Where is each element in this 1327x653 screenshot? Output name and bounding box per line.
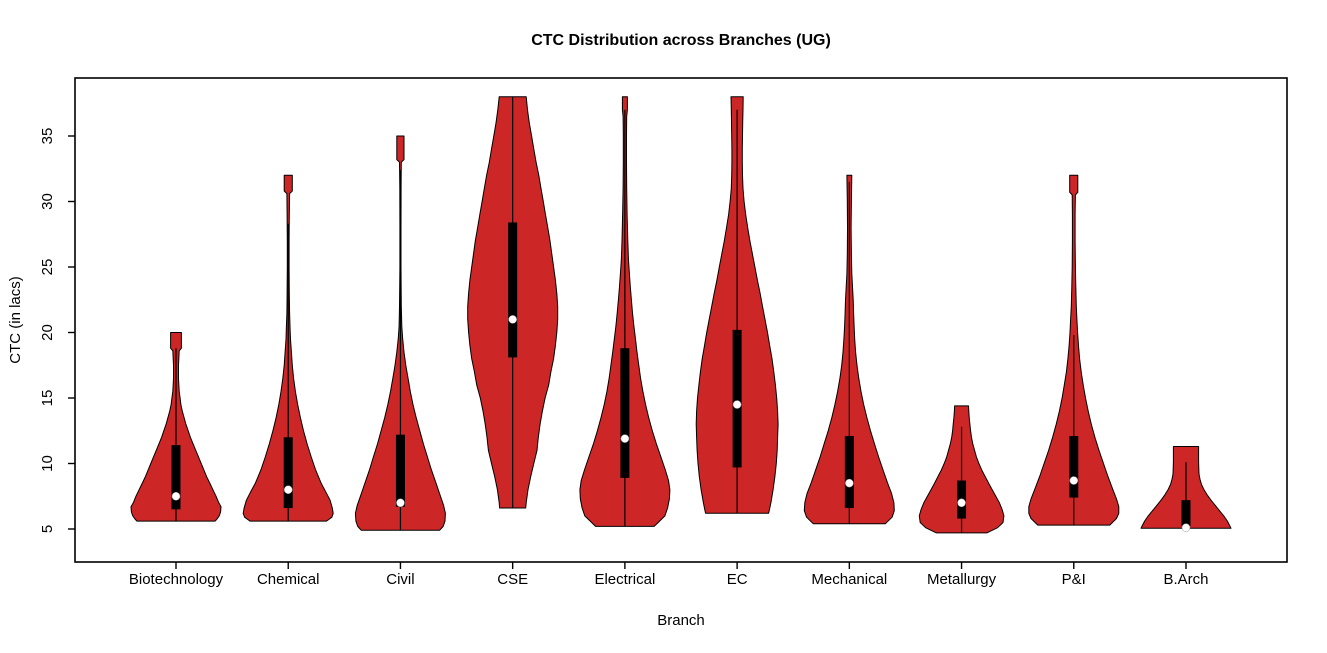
y-axis: 5 10 15 20 25 30 35 <box>39 128 75 533</box>
violin-group-electrical <box>579 96 671 527</box>
median-dot <box>620 434 630 443</box>
median-dot <box>396 498 405 508</box>
x-tick-label: Mechanical <box>811 571 887 588</box>
violin-group-p-i <box>1028 174 1120 526</box>
violins-layer <box>130 96 1232 534</box>
iqr-box <box>620 348 630 478</box>
iqr-box <box>1181 500 1191 527</box>
median-dot <box>283 485 293 494</box>
violin-group-mechanical <box>803 174 895 525</box>
y-tick-label: 20 <box>39 324 56 341</box>
y-axis-label: CTC (in lacs) <box>7 276 24 364</box>
violin-group-cse <box>467 96 559 509</box>
violin-group-ec <box>695 96 779 514</box>
median-dot <box>1181 523 1191 532</box>
x-tick-label: Biotechnology <box>129 571 224 588</box>
violin-group-chemical <box>242 174 334 522</box>
iqr-box <box>1069 435 1079 498</box>
x-tick-label: Chemical <box>257 571 320 588</box>
iqr-box <box>508 222 518 358</box>
median-dot <box>957 498 966 508</box>
iqr-box <box>171 445 181 510</box>
x-tick-label: Electrical <box>594 571 655 588</box>
x-axis: Biotechnology Chemical Civil CSE Electrical E… <box>129 562 1209 588</box>
violin-group-biotechnology <box>130 332 222 522</box>
iqr-box <box>283 437 293 509</box>
x-tick-label: Civil <box>386 571 414 588</box>
median-dot <box>732 400 742 409</box>
median-dot <box>171 492 181 501</box>
y-tick-label: 10 <box>39 455 56 472</box>
x-axis-label: Branch <box>657 612 705 629</box>
violin-group-civil <box>354 135 446 531</box>
iqr-box <box>732 329 742 468</box>
x-tick-label: EC <box>727 571 748 588</box>
violin-group-b-arch <box>1140 446 1232 532</box>
x-tick-label: B.Arch <box>1163 571 1208 588</box>
chart-title: CTC Distribution across Branches (UG) <box>531 32 831 49</box>
x-tick-label: P&I <box>1062 571 1086 588</box>
median-dot <box>845 478 854 488</box>
plot-border <box>74 77 1288 563</box>
y-tick-label: 25 <box>39 259 56 276</box>
violin-group-metallurgy <box>918 405 1005 534</box>
x-tick-label: CSE <box>497 571 528 588</box>
y-tick-label: 35 <box>39 128 56 145</box>
y-tick-label: 15 <box>39 390 56 407</box>
median-dot <box>1069 476 1079 485</box>
median-dot <box>508 315 517 324</box>
iqr-box <box>844 435 854 509</box>
x-tick-label: Metallurgy <box>927 571 997 588</box>
iqr-box <box>395 434 405 507</box>
y-tick-label: 30 <box>39 193 56 210</box>
y-tick-label: 5 <box>39 525 56 533</box>
